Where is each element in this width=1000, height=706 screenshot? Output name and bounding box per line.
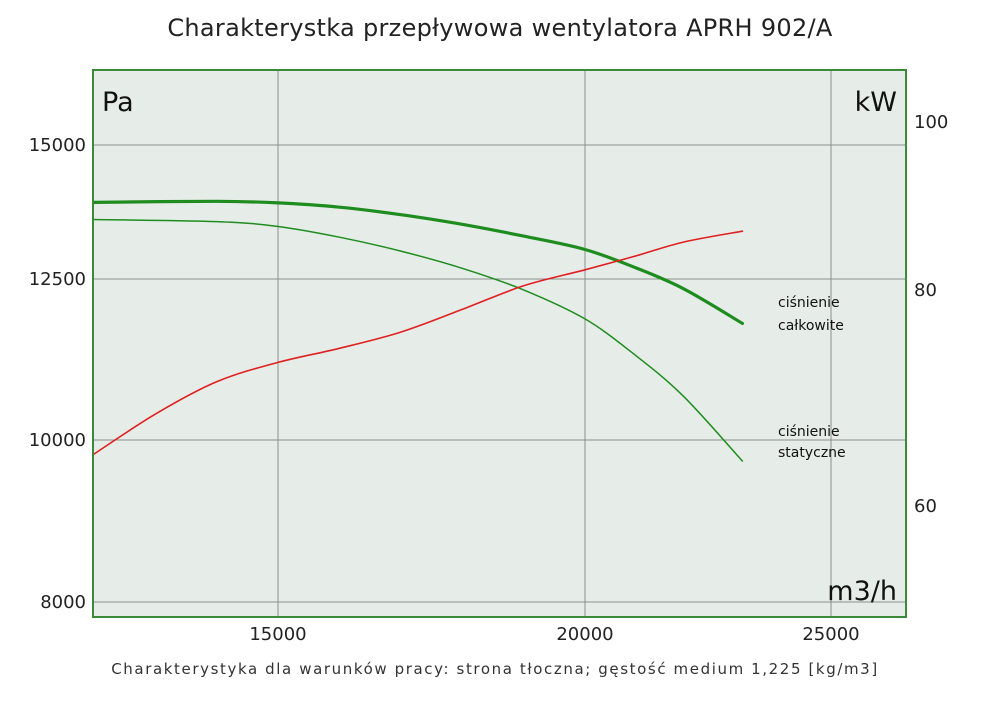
grid-lines xyxy=(93,70,906,617)
footnote: Charakterystyka dla warunków pracy: stro… xyxy=(111,660,879,678)
power-line xyxy=(93,230,744,455)
x-unit-label: m3/h xyxy=(827,576,897,607)
plot-background xyxy=(93,70,906,617)
x-tick-label: 15000 xyxy=(249,624,306,645)
chart-title: Charakterystka przepływowa wentylatora A… xyxy=(167,14,833,42)
y-left-tick-label: 10000 xyxy=(29,430,86,451)
y-left-tick-label: 8000 xyxy=(40,592,86,613)
y-right-tick-label: 80 xyxy=(914,280,937,301)
data-series xyxy=(92,199,744,462)
x-tick-label: 25000 xyxy=(802,624,859,645)
y-left-unit-label: Pa xyxy=(102,87,134,118)
total-pressure-label: ciśnienie całkowite xyxy=(778,295,844,334)
y-left-tick-label: 12500 xyxy=(29,269,86,290)
y-right-tick-label: 60 xyxy=(914,496,937,517)
static-pressure-label: ciśnienie statyczne xyxy=(778,424,846,461)
total-pressure-line xyxy=(92,199,744,325)
y-right-unit-label: kW xyxy=(855,87,897,118)
static-pressure-line xyxy=(93,218,744,462)
plot-frame xyxy=(92,69,907,618)
axis-ticks: 15000 20000 25000 15000 12500 10000 8000 100 80 6… xyxy=(29,112,949,645)
y-left-tick-label: 15000 xyxy=(29,135,86,156)
x-tick-label: 20000 xyxy=(556,624,613,645)
y-right-tick-label: 100 xyxy=(914,112,948,133)
